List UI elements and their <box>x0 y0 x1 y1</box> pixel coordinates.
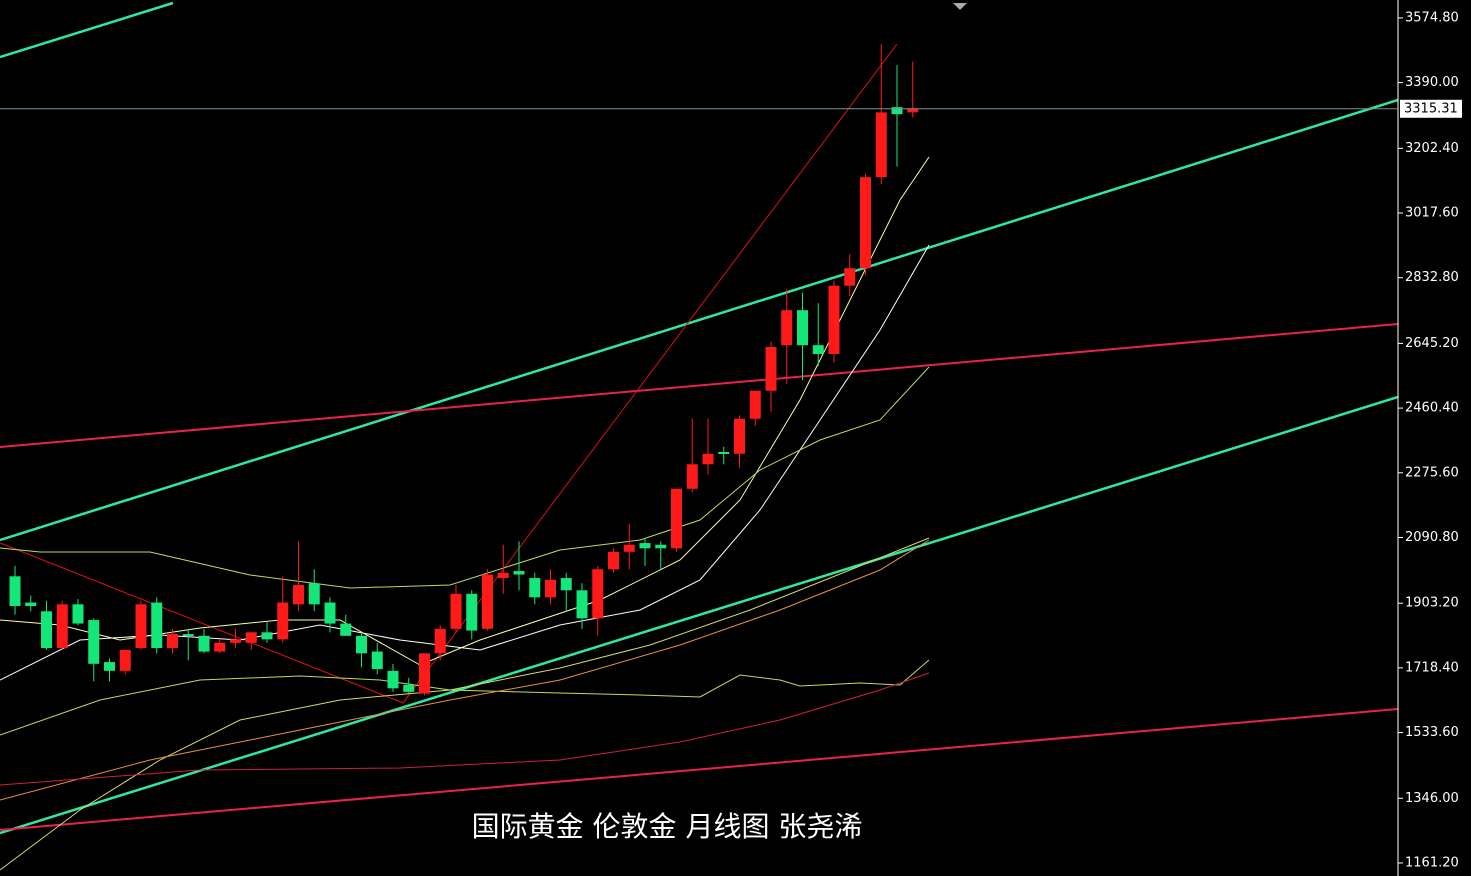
candle-body <box>623 544 635 552</box>
y-tick-label: 1903.20 <box>1405 596 1459 611</box>
candle-body <box>88 620 100 664</box>
candle-body <box>371 651 383 670</box>
candle-body <box>686 464 698 489</box>
candle-body <box>828 285 840 354</box>
candle-body <box>56 604 68 649</box>
candle-body <box>450 593 462 629</box>
candle-body <box>765 346 777 391</box>
candle-body <box>497 572 509 579</box>
y-tick-label: 3017.60 <box>1405 206 1459 221</box>
candle-body <box>293 585 304 605</box>
candle-body <box>797 310 808 346</box>
candle-body <box>167 634 178 649</box>
candle-body <box>513 571 525 575</box>
y-tick-label: 1161.20 <box>1405 855 1459 870</box>
y-tick-label: 3202.40 <box>1405 141 1459 156</box>
candle-body <box>860 177 871 269</box>
candle-body <box>639 543 651 549</box>
candle-body <box>419 653 430 694</box>
moving-average <box>0 539 930 801</box>
candle-body <box>560 578 572 591</box>
trend-line <box>0 1 174 59</box>
y-tick-label: 2645.20 <box>1405 336 1459 351</box>
moving-average <box>0 672 930 786</box>
candle-body <box>592 569 604 619</box>
candle-body <box>702 453 714 465</box>
candle-body <box>907 108 919 113</box>
candle-body <box>608 551 619 570</box>
candle-body <box>781 310 793 346</box>
candle-body <box>9 576 21 607</box>
candle-body <box>261 632 273 640</box>
chart-title: 国际黄金 伦敦金 月线图 张尧浠 <box>472 810 863 843</box>
bollinger-lower <box>0 659 930 736</box>
bollinger-upper <box>0 366 930 589</box>
y-tick-label: 2090.80 <box>1405 530 1459 545</box>
wave-line <box>0 43 898 704</box>
candle-body <box>466 593 478 631</box>
marker <box>953 3 967 10</box>
candle-body <box>529 578 541 598</box>
candle-body <box>718 452 730 455</box>
candle-body <box>545 579 556 598</box>
y-tick-label: 1533.60 <box>1405 725 1459 740</box>
candle-body <box>119 649 131 671</box>
candle-body <box>576 590 588 619</box>
price-box <box>1400 99 1462 118</box>
candle-body <box>734 418 745 454</box>
y-tick-label: 3574.80 <box>1405 10 1459 25</box>
candle-body <box>340 623 352 636</box>
candle-body <box>749 390 761 419</box>
candle-body <box>25 602 37 607</box>
candle-body <box>671 488 682 549</box>
y-tick-label: 1346.00 <box>1405 791 1459 806</box>
candle-body <box>844 268 856 286</box>
candle-body <box>655 544 667 549</box>
candle-body <box>324 602 336 624</box>
trend-line <box>0 98 1399 542</box>
candle-body <box>356 635 367 654</box>
candle-body <box>214 642 226 652</box>
candle-body <box>230 639 241 643</box>
candle-body <box>812 345 824 354</box>
candle-body <box>434 628 446 654</box>
candle-body <box>198 635 210 652</box>
moving-average <box>0 537 930 871</box>
candle-body <box>41 611 52 649</box>
price-label: 3315.31 <box>1404 101 1458 116</box>
candle-body <box>403 684 415 692</box>
trend-line <box>0 395 1399 835</box>
y-tick-label: 2460.40 <box>1405 401 1459 416</box>
candle-body <box>72 604 84 624</box>
candle-body <box>182 634 194 637</box>
candle-body <box>482 574 493 629</box>
candle-body <box>891 107 903 115</box>
y-tick-label: 1718.40 <box>1405 660 1459 675</box>
candle-body <box>277 602 289 640</box>
y-tick-label: 2832.80 <box>1405 270 1459 285</box>
candle-body <box>135 604 147 649</box>
candle-body <box>245 632 257 643</box>
y-tick-label: 3390.00 <box>1405 75 1459 90</box>
candle-body <box>387 670 399 689</box>
candle-body <box>875 112 887 178</box>
candle-body <box>151 602 163 649</box>
y-tick-label: 2275.60 <box>1405 465 1459 480</box>
candle-body <box>104 662 115 671</box>
candle-body <box>308 583 320 605</box>
trend-line <box>0 323 1399 448</box>
trend-line <box>0 708 1399 831</box>
